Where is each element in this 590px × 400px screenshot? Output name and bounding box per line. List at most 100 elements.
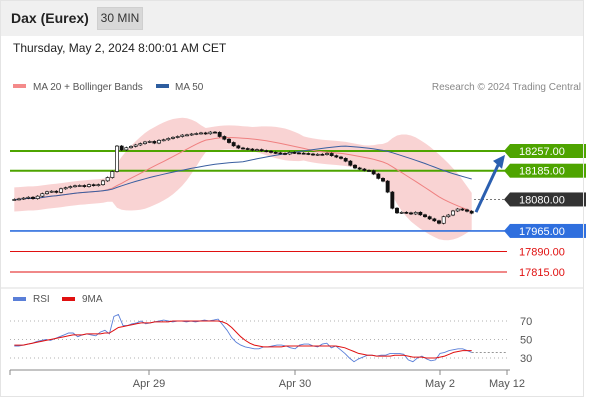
level-badge-pointer-18257.00 <box>504 144 510 158</box>
candle-body <box>73 185 77 188</box>
candle-body <box>105 177 110 182</box>
rsi-line <box>14 313 472 363</box>
candle-body <box>301 152 306 155</box>
candle-body <box>227 138 231 143</box>
legend-swatch-rsi <box>13 297 26 301</box>
candle-body <box>59 188 63 193</box>
candle-body <box>21 197 26 200</box>
level-badge-18257.00 <box>510 144 586 158</box>
candle-body <box>124 147 129 151</box>
candle-body <box>334 155 339 158</box>
header-bar: Dax (Eurex) 30 MIN <box>0 0 584 36</box>
x-tick-label-may-2: May 2 <box>425 378 455 390</box>
candle-body <box>269 150 273 153</box>
candle-body <box>283 153 287 155</box>
candle-body <box>82 185 87 187</box>
candle-body <box>77 185 82 187</box>
legend-swatch-ma50 <box>156 84 169 88</box>
candle-body <box>278 152 283 155</box>
candle-body <box>180 134 185 137</box>
candle-body <box>353 164 357 169</box>
candle-body <box>231 142 236 147</box>
legend-label-ma20: MA 20 + Bollinger Bands <box>33 82 143 93</box>
candle-body <box>171 136 175 139</box>
candle-body <box>208 131 213 135</box>
candle-body <box>110 171 115 178</box>
candle-body <box>245 148 250 150</box>
candle-body <box>423 214 427 218</box>
candle-body <box>390 191 395 209</box>
x-tick-label-apr-30: Apr 30 <box>279 378 311 390</box>
candle-body <box>213 131 217 134</box>
level-label-17890.00: 17890.00 <box>519 246 565 258</box>
candle-body <box>54 190 59 193</box>
candle-body <box>287 152 292 155</box>
level-label-18257.00: 18257.00 <box>519 146 565 158</box>
candle-body <box>175 136 180 138</box>
candle-body <box>437 220 441 224</box>
x-tick-label-apr-29: Apr 29 <box>133 378 165 390</box>
candle-body <box>49 190 54 193</box>
candle-body <box>455 208 460 212</box>
candle-body <box>147 141 152 143</box>
candle-body <box>329 153 334 157</box>
candle-body <box>292 152 297 154</box>
level-badge-17965.00 <box>510 223 586 238</box>
candle-body <box>119 145 124 151</box>
timeframe-button[interactable]: 30 MIN <box>97 7 143 30</box>
candle-body <box>138 143 143 146</box>
rsi-tick-70: 70 <box>520 316 532 328</box>
candle-body <box>157 139 161 144</box>
candle-body <box>189 133 194 136</box>
candle-body <box>91 184 96 187</box>
candle-body <box>143 141 147 144</box>
candle-body <box>367 170 371 172</box>
candle-body <box>217 132 222 137</box>
legend-swatch-9ma <box>62 297 75 301</box>
candle-body <box>315 153 320 156</box>
ma50-line <box>14 145 472 200</box>
level-badge-18185.00 <box>510 163 586 178</box>
candle-body <box>395 207 399 214</box>
candle-body <box>194 133 199 135</box>
candle-body <box>273 152 278 154</box>
candle-body <box>12 199 17 201</box>
candle-body <box>311 153 315 156</box>
candle-body <box>264 150 269 153</box>
candle-body <box>409 212 413 215</box>
candle-body <box>306 153 311 155</box>
candle-body <box>35 195 40 199</box>
legend-label-rsi: RSI <box>33 294 50 305</box>
legend-label-ma50: MA 50 <box>175 82 204 93</box>
candle-body <box>26 196 31 199</box>
projection-arrow-shaft <box>474 160 502 213</box>
rsi-ma-line <box>14 320 472 359</box>
candle-body <box>68 186 73 189</box>
candle-body <box>129 145 133 149</box>
level-badge-18080.00 <box>510 192 586 207</box>
candle-body <box>203 132 208 135</box>
candle-body <box>161 139 166 142</box>
candle-body <box>469 210 474 214</box>
candle-body <box>381 178 385 182</box>
legend-label-9ma: 9MA <box>82 294 103 305</box>
candle-body <box>339 156 343 159</box>
candle-body <box>185 134 189 137</box>
candle-body <box>343 158 348 162</box>
candle-body <box>427 216 432 220</box>
candle-body <box>63 187 68 190</box>
candle-body <box>17 198 21 201</box>
candle-body <box>348 160 353 166</box>
candle-body <box>101 180 105 186</box>
candle-body <box>87 184 91 187</box>
rsi-tick-50: 50 <box>520 335 532 347</box>
candle-body <box>250 148 255 151</box>
candle-body <box>446 214 451 218</box>
candle-body <box>96 184 101 187</box>
candle-body <box>320 153 325 156</box>
candle-body <box>222 136 227 140</box>
projection-arrow-head <box>493 154 505 169</box>
level-badge-pointer-17965.00 <box>504 223 510 238</box>
